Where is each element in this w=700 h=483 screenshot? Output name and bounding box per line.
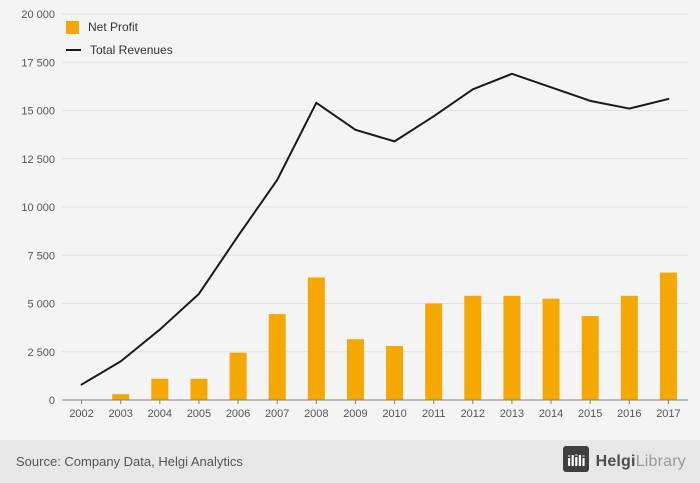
net-profit-swatch — [66, 20, 79, 34]
chart-container: 0 2 500 5 000 7 500 10 000 12 500 15 000 17 500… — [0, 0, 700, 440]
svg-text:2002: 2002 — [69, 408, 93, 420]
chart-legend: Net Profit Total Revenues — [66, 20, 173, 57]
svg-text:7 500: 7 500 — [27, 250, 55, 262]
chart-svg: 0 2 500 5 000 7 500 10 000 12 500 15 000 17 500… — [21, 9, 688, 420]
brand-library: Library — [635, 452, 686, 470]
brand-text: HelgiLibrary — [596, 453, 686, 471]
svg-text:2017: 2017 — [656, 408, 680, 420]
svg-text:2 500: 2 500 — [27, 347, 55, 359]
svg-text:2014: 2014 — [539, 408, 563, 420]
legend-item-total-revenues: Total Revenues — [66, 43, 173, 57]
svg-text:17 500: 17 500 — [21, 57, 55, 69]
source-text: Source: Company Data, Helgi Analytics — [16, 454, 243, 469]
svg-text:2005: 2005 — [187, 408, 211, 420]
helgi-library-logo: HelgiLibrary — [562, 446, 686, 477]
legend-label-total-revenues: Total Revenues — [90, 43, 173, 57]
svg-text:2006: 2006 — [226, 408, 250, 420]
svg-text:15 000: 15 000 — [21, 106, 55, 118]
svg-text:2003: 2003 — [108, 408, 132, 420]
brand-helgi: Helgi — [595, 452, 636, 470]
svg-text:2010: 2010 — [382, 408, 406, 420]
svg-text:2012: 2012 — [461, 408, 485, 420]
svg-text:12 500: 12 500 — [21, 154, 55, 166]
svg-text:5 000: 5 000 — [27, 299, 55, 311]
svg-text:2004: 2004 — [148, 408, 172, 420]
svg-text:2009: 2009 — [343, 408, 367, 420]
svg-text:2011: 2011 — [422, 408, 446, 420]
footer: Source: Company Data, Helgi Analytics He… — [0, 440, 700, 483]
svg-text:2016: 2016 — [617, 408, 641, 420]
svg-text:0: 0 — [49, 395, 55, 407]
total-revenues-swatch — [66, 49, 81, 51]
svg-text:10 000: 10 000 — [21, 202, 55, 214]
legend-label-net-profit: Net Profit — [88, 20, 139, 34]
svg-text:2015: 2015 — [578, 408, 602, 420]
svg-text:2013: 2013 — [500, 408, 524, 420]
legend-item-net-profit: Net Profit — [66, 20, 173, 34]
helgi-logo-icon — [562, 446, 589, 477]
svg-text:20 000: 20 000 — [21, 9, 55, 21]
svg-text:2007: 2007 — [265, 408, 289, 420]
svg-text:2008: 2008 — [304, 408, 328, 420]
